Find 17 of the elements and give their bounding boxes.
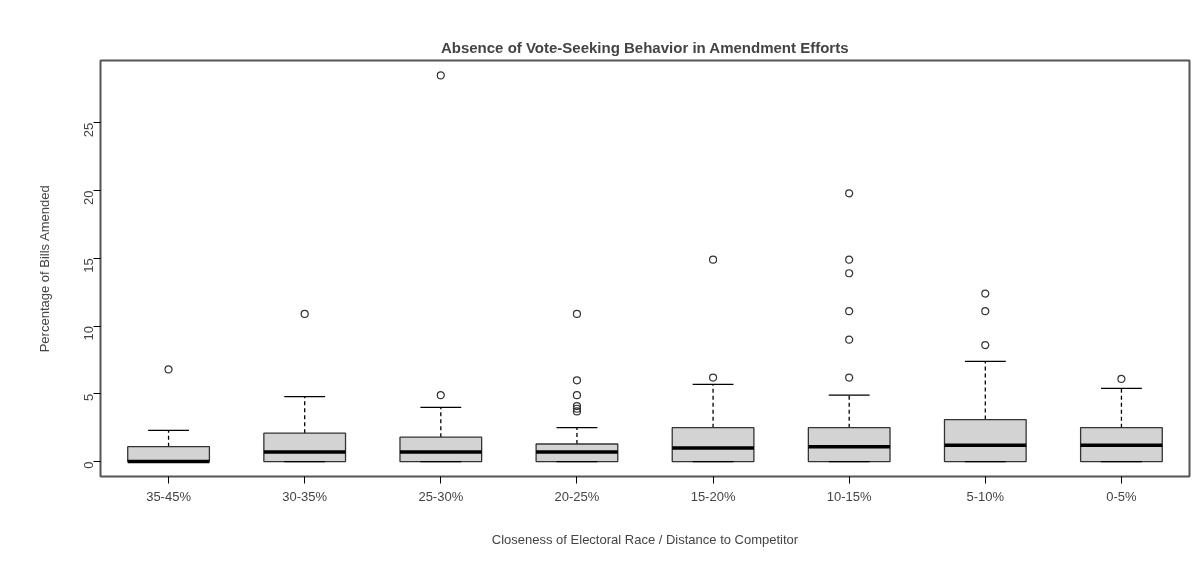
x-tick-label: 5-10% (966, 488, 1005, 504)
y-tick-label: 15 (81, 258, 96, 273)
y-axis-title: Percentage of Bills Amended (36, 185, 52, 353)
x-tick-label: 20-25% (554, 488, 600, 504)
y-tick-label: 0 (81, 461, 96, 469)
y-tick-label: 25 (81, 122, 96, 138)
x-tick-label: 35-45% (146, 488, 192, 504)
x-tick-label: 15-20% (690, 488, 736, 504)
x-tick-label: 10-15% (826, 488, 873, 504)
x-tick-label: 25-30% (418, 488, 464, 504)
x-tick-label: 0-5% (1106, 488, 1138, 504)
x-tick-label: 30-35% (282, 488, 328, 504)
y-tick-label: 10 (81, 326, 96, 341)
y-tick-label: 20 (81, 190, 96, 206)
x-axis-title: Closeness of Electoral Race / Distance to Competitor (491, 531, 799, 547)
y-tick-label: 5 (81, 393, 96, 402)
chart-title: Absence of Vote-Seeking Behavior in Amendment Efforts (440, 38, 849, 56)
